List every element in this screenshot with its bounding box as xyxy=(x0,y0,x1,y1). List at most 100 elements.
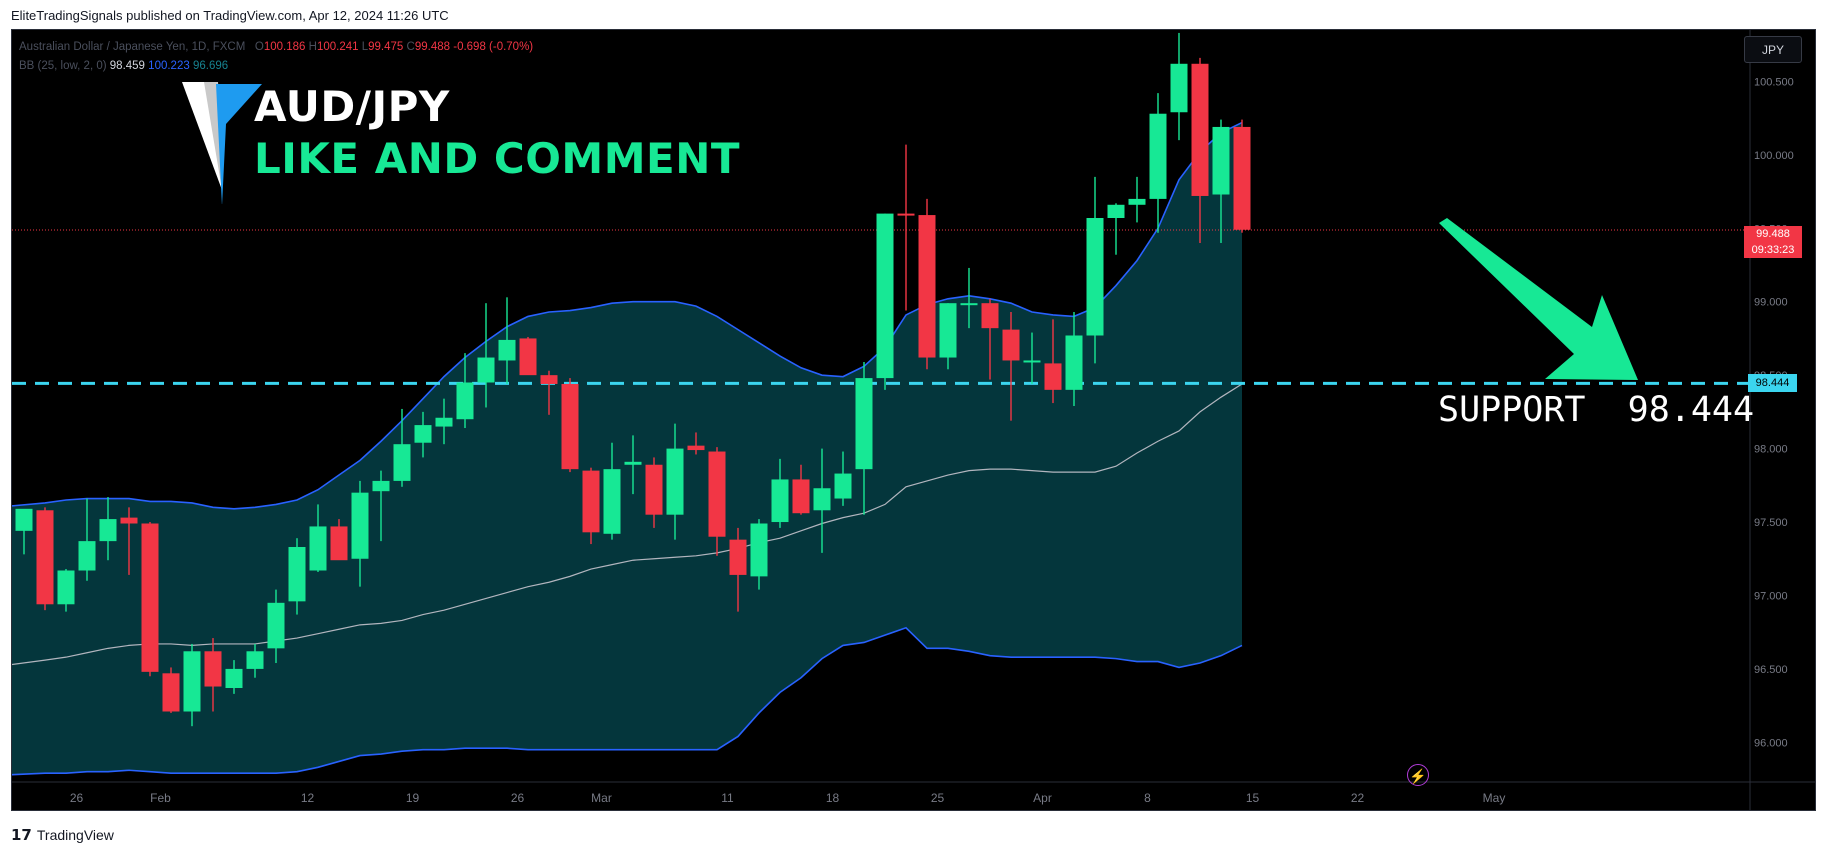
candle-body xyxy=(393,444,411,481)
bearish-candle xyxy=(120,507,138,575)
chart-frame[interactable]: 26 Feb 12 19 26 Mar 11 18 25 Apr 8 15 22 May 96.000 96… xyxy=(11,29,1816,811)
bullish-candle xyxy=(498,297,516,384)
candle-body xyxy=(771,479,789,523)
indicator-name: BB (25, low, 2, 0) xyxy=(19,60,107,72)
chart-legend: Australian Dollar / Japanese Yen, 1D, FX… xyxy=(19,38,533,76)
down-arrow-icon xyxy=(1439,218,1638,380)
candle-body xyxy=(834,473,852,499)
bearish-candle xyxy=(897,144,915,311)
candle-body xyxy=(561,383,579,470)
time-tick-label: 18 xyxy=(826,791,840,805)
time-tick-label: 26 xyxy=(70,791,84,805)
bullish-candle xyxy=(1212,119,1230,243)
bb-basis-value: 98.459 xyxy=(109,60,145,72)
candle-body xyxy=(330,526,348,561)
candle-body xyxy=(225,668,243,688)
bullish-candle xyxy=(435,398,453,445)
bearish-candle xyxy=(792,464,810,515)
bearish-candle xyxy=(981,298,999,380)
headline-text: AUD/JPY xyxy=(254,82,450,131)
price-tick-label: 99.000 xyxy=(1754,297,1788,309)
candle-body xyxy=(141,523,159,672)
bearish-candle xyxy=(519,336,537,376)
bullish-candle xyxy=(288,538,306,615)
publish-caption: EliteTradingSignals published on Trading… xyxy=(11,8,449,23)
bearish-candle xyxy=(918,198,936,370)
candle-body xyxy=(939,303,957,358)
candle-body xyxy=(1191,63,1209,196)
time-tick-label: Mar xyxy=(591,791,612,805)
candle-body xyxy=(792,479,810,514)
support-price-tag: 98.444 xyxy=(1748,374,1797,392)
bearish-candle xyxy=(204,638,222,712)
time-tick-label: Feb xyxy=(150,791,171,805)
price-chart[interactable]: 26 Feb 12 19 26 Mar 11 18 25 Apr 8 15 22 May xyxy=(12,30,1816,811)
bb-upper-value: 100.223 xyxy=(148,60,190,72)
bullish-candle xyxy=(246,643,264,678)
footer[interactable]: 17 TradingView xyxy=(11,826,114,844)
price-tick-label: 97.500 xyxy=(1754,517,1788,529)
bullish-candle xyxy=(1107,203,1125,255)
time-tick-label: 19 xyxy=(406,791,420,805)
bullish-candle xyxy=(1023,332,1041,384)
bullish-candle xyxy=(1128,176,1146,223)
price-axis[interactable]: 96.00096.50097.00097.50098.00098.50099.0… xyxy=(1748,30,1815,810)
bullish-candle xyxy=(225,660,243,694)
bullish-candle xyxy=(939,303,957,370)
low-value: 99.475 xyxy=(368,41,404,53)
bullish-candle xyxy=(78,498,96,581)
candle-body xyxy=(1002,329,1020,361)
change-value: -0.698 (-0.70%) xyxy=(453,41,534,53)
bollinger-band-layer xyxy=(12,121,1243,776)
last-price-tag: 99.488 xyxy=(1744,226,1802,242)
time-tick-label: 15 xyxy=(1246,791,1260,805)
bollinger-lower-line xyxy=(12,626,1243,776)
candle-body xyxy=(78,541,96,571)
countdown-tag: 09:33:23 xyxy=(1744,242,1802,258)
price-tick-label: 100.500 xyxy=(1754,76,1794,88)
footer-brand: TradingView xyxy=(36,827,114,843)
bullish-candle xyxy=(1086,176,1104,364)
bearish-candle xyxy=(708,447,726,556)
bullish-candle xyxy=(603,442,621,540)
bearish-candle xyxy=(330,519,348,561)
candle-body xyxy=(729,539,747,575)
candles-layer xyxy=(15,32,1251,727)
bullish-candle xyxy=(414,411,432,458)
currency-button[interactable]: JPY xyxy=(1744,36,1802,63)
candle-body xyxy=(57,570,75,605)
time-tick-label: May xyxy=(1483,791,1506,805)
support-label: SUPPORT 98.444 xyxy=(1438,390,1755,430)
bullish-candle xyxy=(750,519,768,590)
candle-body xyxy=(855,378,873,470)
candle-body xyxy=(1233,126,1251,230)
bearish-candle xyxy=(582,467,600,545)
candle-body xyxy=(981,303,999,329)
bullish-candle xyxy=(393,408,411,487)
candle-body xyxy=(582,470,600,533)
bullish-candle xyxy=(183,643,201,727)
bearish-candle xyxy=(141,522,159,677)
price-tick-label: 96.000 xyxy=(1754,737,1788,749)
candle-body xyxy=(645,464,663,515)
high-value: 100.241 xyxy=(316,41,359,53)
candle-body xyxy=(708,451,726,537)
candle-body xyxy=(288,547,306,602)
candle-body xyxy=(750,523,768,577)
candle-body xyxy=(1023,360,1041,363)
candle-body xyxy=(1107,204,1125,218)
candle-body xyxy=(477,357,495,383)
candle-body xyxy=(435,417,453,427)
brand-logo-icon xyxy=(182,82,262,204)
bullish-candle xyxy=(351,480,369,587)
price-axis-labels: 96.00096.50097.00097.50098.00098.50099.0… xyxy=(1754,76,1794,749)
bearish-candle xyxy=(162,667,180,713)
candle-body xyxy=(36,510,54,605)
bearish-candle xyxy=(561,378,579,473)
lightning-icon[interactable]: ⚡ xyxy=(1407,764,1429,786)
candle-body xyxy=(1086,218,1104,336)
bullish-candle xyxy=(309,504,327,572)
time-tick-label: 25 xyxy=(931,791,945,805)
candle-body xyxy=(267,602,285,649)
bearish-candle xyxy=(729,527,747,612)
